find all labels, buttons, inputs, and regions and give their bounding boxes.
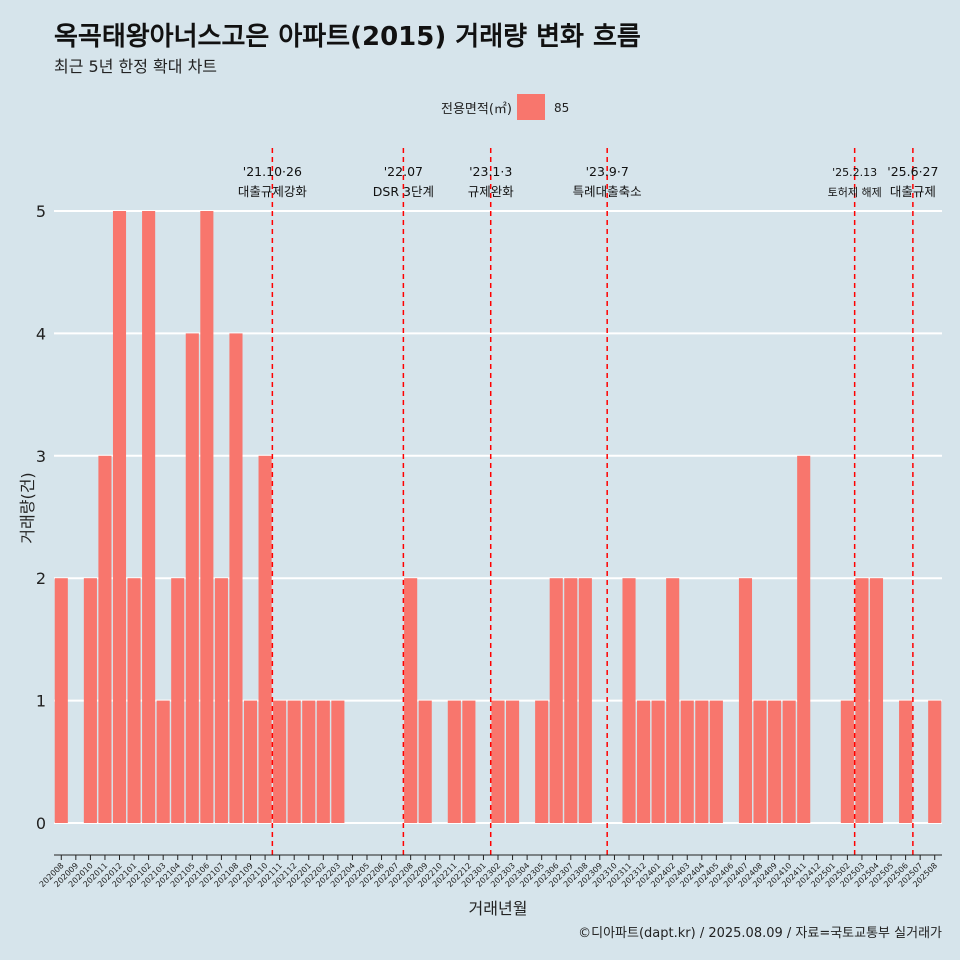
bar [142, 211, 156, 823]
bar [491, 700, 505, 823]
bar [83, 578, 97, 823]
event-date-label: '25.2.13 [832, 166, 877, 179]
event-date-label: '23.9·7 [586, 164, 629, 179]
y-tick-label: 4 [36, 324, 46, 343]
event-name-label: 규제완화 [468, 184, 515, 199]
bar [287, 700, 301, 823]
bar [680, 700, 694, 823]
event-name-label: 대출규제강화 [238, 184, 308, 199]
bar [258, 455, 272, 823]
y-tick-label: 5 [36, 202, 46, 221]
event-date-label: '25.6·27 [887, 164, 938, 179]
bar [928, 700, 942, 823]
bar [171, 578, 185, 823]
bar [666, 578, 680, 823]
event-name-label: DSR 3단계 [373, 184, 434, 199]
bar [156, 700, 170, 823]
bar [185, 333, 199, 823]
legend-title: 전용면적(㎡) [441, 102, 512, 117]
bar [899, 700, 913, 823]
bar [622, 578, 636, 823]
y-axis-title: 거래량(건) [18, 472, 37, 543]
chart-subtitle: 최근 5년 한정 확대 차트 [54, 57, 218, 76]
bar [404, 578, 418, 823]
bar [855, 578, 869, 823]
x-axis: 2020082020092020102020112020122021012021… [38, 854, 942, 889]
bar [549, 578, 563, 823]
source-caption: ©디아파트(dapt.kr) / 2025.08.09 / 자료=국토교통부 실… [578, 926, 942, 941]
bar [98, 455, 112, 823]
event-name-label: 토허제 해제 [828, 185, 882, 199]
bar [709, 700, 723, 823]
bar [651, 700, 665, 823]
bar [535, 700, 549, 823]
bar [273, 700, 287, 823]
bar [302, 700, 316, 823]
bars [54, 211, 942, 823]
bar [738, 578, 753, 823]
bar [243, 700, 258, 823]
bar [506, 700, 520, 823]
bar [316, 700, 330, 823]
bar [462, 700, 476, 823]
bar [564, 578, 578, 823]
bar [782, 700, 796, 823]
event-name-label: 대출규제 [890, 184, 936, 199]
bar [768, 700, 782, 823]
bar [447, 700, 461, 823]
bar [112, 211, 127, 823]
y-tick-label: 2 [36, 569, 46, 588]
bar [578, 578, 592, 823]
bar [214, 578, 228, 823]
event-lines: '21.10·26 대출규제강화 '22.07 DSR 3단계 '23.1·3 규제완화 '… [238, 148, 938, 855]
y-tick-label: 1 [36, 692, 46, 711]
y-tick-label: 3 [36, 447, 46, 466]
event-date-label: '22.07 [384, 164, 423, 179]
legend-entry-label: 85 [554, 101, 569, 115]
bar [331, 700, 345, 823]
event-date-label: '21.10·26 [243, 164, 302, 179]
bar [637, 700, 651, 823]
bar [418, 700, 432, 823]
bar [54, 578, 68, 823]
bar [229, 333, 243, 823]
x-axis-title: 거래년월 [469, 899, 528, 918]
bar [797, 455, 811, 823]
bar [753, 700, 767, 823]
bar [695, 700, 709, 823]
bar [127, 578, 141, 823]
chart-title: 옥곡태왕아너스고은 아파트(2015) 거래량 변화 흐름 [54, 22, 641, 52]
event-date-label: '23.1·3 [469, 164, 512, 179]
y-tick-label: 0 [36, 814, 46, 833]
legend: 전용면적(㎡) 85 [441, 94, 569, 120]
legend-swatch [517, 94, 545, 120]
y-axis: 0 1 2 3 4 5 [36, 202, 46, 833]
event-name-label: 특례대출축소 [573, 184, 642, 199]
bar [869, 578, 884, 823]
bar [840, 700, 854, 823]
bar [200, 211, 214, 823]
